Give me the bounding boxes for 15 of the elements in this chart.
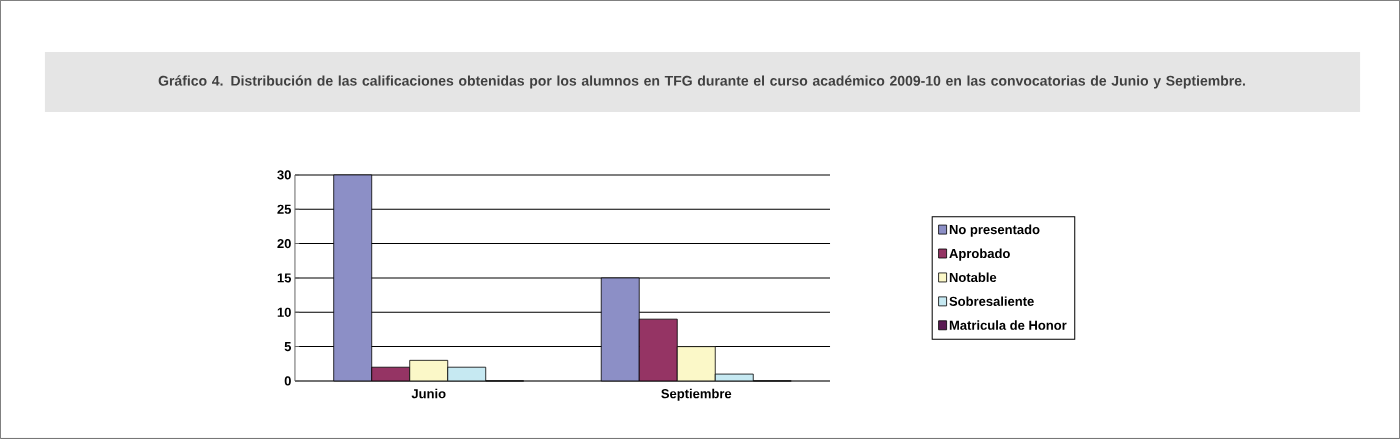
legend-label: Aprobado [949,248,1010,261]
legend-label: Matricula de Honor [949,320,1067,330]
y-tick-label: 0 [284,376,291,386]
y-tick-label: 5 [284,342,292,352]
legend-label: Sobresaliente [949,296,1034,307]
legend-label: Notable [949,272,997,283]
legend-label: No presentado [949,224,1040,237]
y-tick-label: 25 [277,204,292,214]
chart-title: Gráfico 4. Distribución de las calificaciones obtenidas por los alumnos en TFG durante el curso académico 2009-10 en las convocatorias de Junio y Septiembre. [158,75,1245,89]
x-tick-label: Septiembre [661,388,732,401]
y-tick-label: 20 [277,239,291,249]
y-tick-label: 30 [277,170,291,180]
y-tick-label: 10 [277,307,291,317]
x-tick-label: Junio [411,388,446,399]
y-tick-label: 15 [277,273,292,283]
